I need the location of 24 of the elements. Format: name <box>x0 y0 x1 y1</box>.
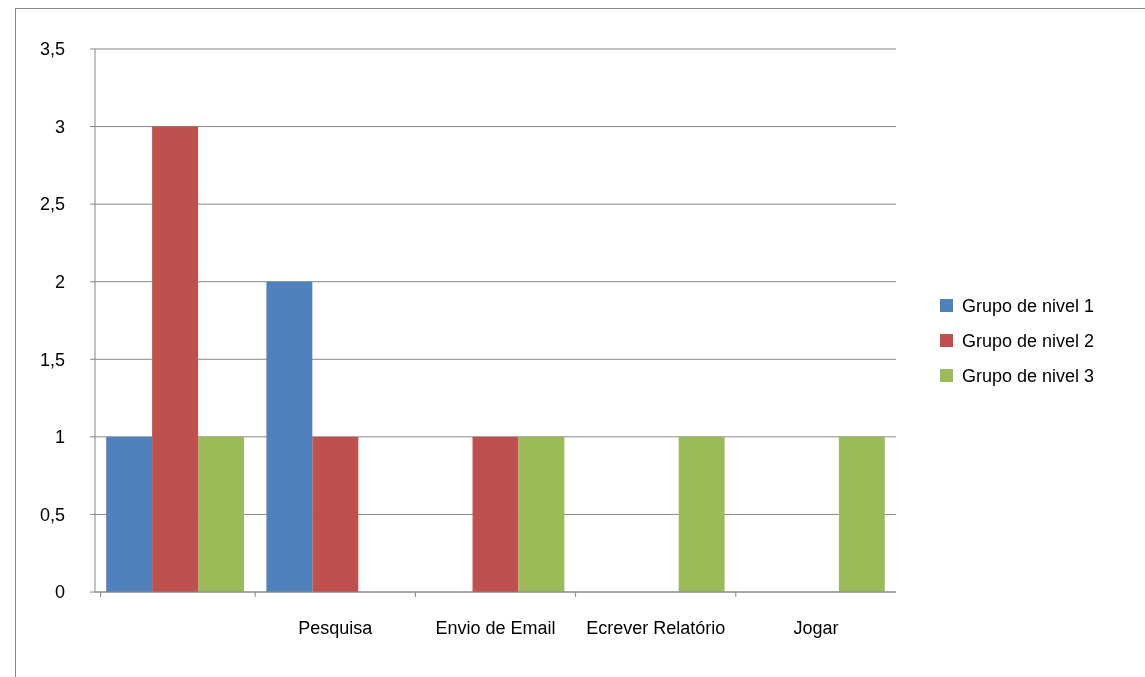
y-tick-label: 2 <box>54 272 65 293</box>
x-tick-label: Envio de Email <box>435 618 556 638</box>
y-tick-label: 0,5 <box>39 504 65 525</box>
bar <box>678 436 725 592</box>
bar <box>266 281 313 592</box>
x-tick-label: Pesquisa <box>298 618 374 638</box>
legend-label: Grupo de nivel 2 <box>962 331 1095 352</box>
bar <box>152 126 199 592</box>
y-tick-label: 3,5 <box>39 39 65 60</box>
y-tick-label: 1,5 <box>39 349 65 370</box>
bar <box>518 436 565 592</box>
y-tick-label: 0 <box>54 582 65 603</box>
bar <box>198 436 244 592</box>
bar <box>838 436 885 592</box>
bar <box>106 436 153 592</box>
y-tick-label: 2,5 <box>39 194 65 215</box>
bar <box>312 436 359 592</box>
bar <box>472 436 519 592</box>
legend-label: Grupo de nivel 3 <box>962 366 1095 387</box>
y-tick-label: 3 <box>54 116 65 137</box>
legend-label: Grupo de nivel 1 <box>962 296 1095 317</box>
y-tick-label: 1 <box>54 427 65 448</box>
x-tick-label: Ecrever Relatório <box>586 618 726 638</box>
x-tick-label: Jogar <box>793 618 839 638</box>
